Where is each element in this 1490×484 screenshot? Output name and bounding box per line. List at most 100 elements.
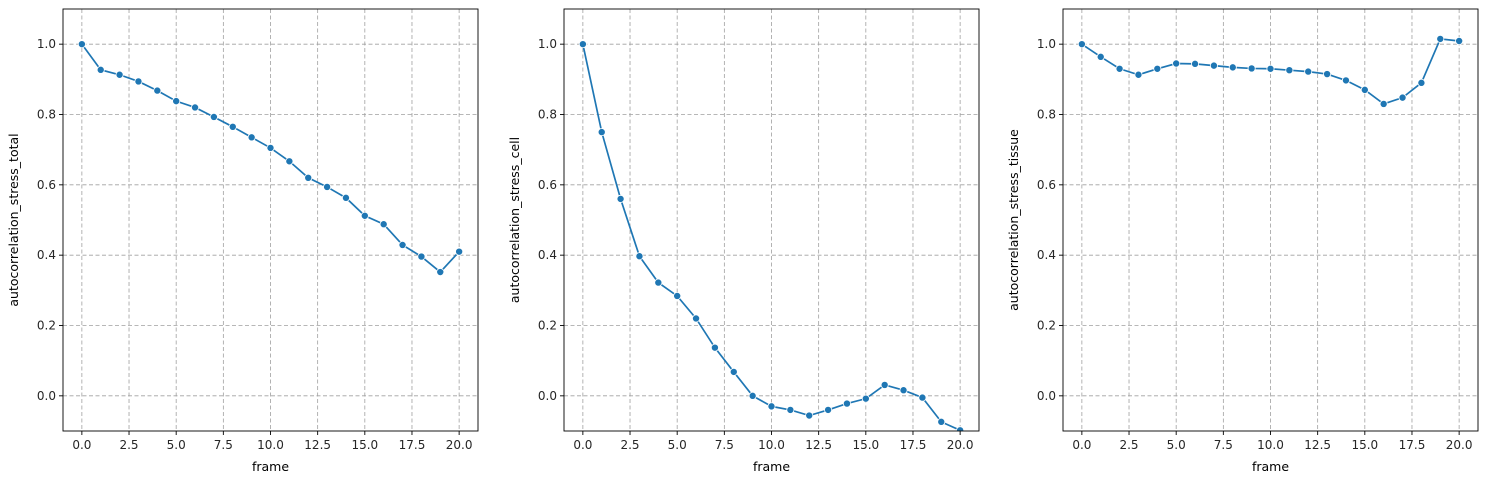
y-tick-label: 0.6 (538, 178, 557, 192)
data-point (1360, 85, 1369, 94)
data-point (134, 77, 143, 86)
x-tick-label: 5.0 (167, 438, 186, 452)
data-point (1153, 64, 1162, 73)
x-tick-label: 15.0 (351, 438, 378, 452)
data-point (1191, 59, 1200, 68)
data-point (247, 133, 256, 142)
data-point (1285, 66, 1294, 75)
data-point (1417, 78, 1426, 87)
x-tick-label: 2.5 (1119, 438, 1138, 452)
y-tick-label: 1.0 (1037, 37, 1056, 51)
data-point (115, 70, 124, 79)
x-tick-label: 7.5 (214, 438, 233, 452)
data-series (1077, 34, 1464, 108)
data-series (77, 40, 464, 277)
y-tick-label: 0.6 (1037, 178, 1056, 192)
y-tick-label: 1.0 (37, 37, 56, 51)
x-tick-label: 5.0 (1167, 438, 1186, 452)
data-point (96, 65, 105, 74)
data-point (729, 367, 738, 376)
subplot-stress-total: 0.0 2.5 5.0 7.5 10.0 12.5 15.0 17.5 20.0 0.0 0.2 0.… (6, 8, 479, 474)
data-point (767, 402, 776, 411)
x-tick-label: 10.0 (1257, 438, 1284, 452)
data-point (1323, 70, 1332, 79)
data-point (1436, 34, 1445, 43)
x-tick-label: 0.0 (573, 438, 592, 452)
y-axis-label: autocorrelation_stress_cell (507, 137, 522, 303)
x-axis-label: frame (252, 459, 289, 474)
data-point (1209, 61, 1218, 70)
x-tick-label: 17.5 (1399, 438, 1426, 452)
data-point (1115, 64, 1124, 73)
x-tick-label: 17.5 (900, 438, 927, 452)
y-tick-label: 0.4 (1037, 248, 1056, 262)
data-point (1247, 64, 1256, 73)
data-point (710, 343, 719, 352)
y-tick-label: 0.2 (37, 319, 56, 333)
x-tick-label: 2.5 (620, 438, 639, 452)
x-tick-label: 12.5 (1304, 438, 1331, 452)
x-tick-label: 20.0 (947, 438, 974, 452)
y-tick-label: 1.0 (538, 37, 557, 51)
y-axis-label: autocorrelation_stress_total (6, 133, 21, 306)
data-point (304, 173, 313, 182)
data-point (417, 252, 426, 261)
data-point (341, 193, 350, 202)
x-tick-label: 2.5 (119, 438, 138, 452)
data-point (436, 268, 445, 277)
x-tick-label: 15.0 (1351, 438, 1378, 452)
x-tick-label: 10.0 (758, 438, 785, 452)
data-point (455, 247, 464, 256)
y-tick-label: 0.2 (1037, 319, 1056, 333)
data-point (153, 86, 162, 95)
x-tick-label: 12.5 (304, 438, 331, 452)
y-tick-label: 0.6 (37, 178, 56, 192)
data-point (1304, 67, 1313, 76)
data-point (1228, 63, 1237, 72)
data-point (191, 103, 200, 112)
data-point (918, 393, 927, 402)
data-point (673, 291, 682, 300)
data-point (1096, 52, 1105, 61)
data-point (228, 122, 237, 131)
data-point (379, 220, 388, 229)
data-point (616, 194, 625, 203)
data-point (937, 417, 946, 426)
data-point (748, 391, 757, 400)
x-axis-label: frame (753, 459, 790, 474)
subplot-stress-cell: 0.0 2.5 5.0 7.5 10.0 12.5 15.0 17.5 20.0 0.0 0.2 0.… (507, 8, 980, 474)
x-axis-label: frame (1252, 459, 1289, 474)
x-tick-label: 0.0 (1072, 438, 1091, 452)
subplot-stress-tissue: 0.0 2.5 5.0 7.5 10.0 12.5 15.0 17.5 20.0 0.0 0.2 0.… (1006, 8, 1479, 474)
y-tick-label: 0.0 (538, 389, 557, 403)
data-point (786, 405, 795, 414)
y-tick-label: 0.8 (538, 108, 557, 122)
data-point (266, 143, 275, 152)
y-axis-label: autocorrelation_stress_tissue (1006, 129, 1021, 311)
data-point (654, 278, 663, 287)
data-point (597, 128, 606, 137)
data-point (842, 399, 851, 408)
data-point (1172, 59, 1181, 68)
x-tick-label: 20.0 (446, 438, 473, 452)
data-point (956, 426, 965, 431)
data-point (692, 314, 701, 323)
x-tick-label: 0.0 (72, 438, 91, 452)
y-tick-label: 0.4 (538, 248, 557, 262)
data-point (398, 240, 407, 249)
y-tick-label: 0.2 (538, 319, 557, 333)
data-point (824, 405, 833, 414)
data-point (635, 252, 644, 261)
data-point (578, 40, 587, 49)
data-series (578, 40, 965, 431)
data-point (360, 211, 369, 220)
data-point (880, 380, 889, 389)
x-tick-label: 7.5 (1214, 438, 1233, 452)
data-point (1341, 76, 1350, 85)
y-tick-label: 0.4 (37, 248, 56, 262)
data-point (1455, 37, 1464, 46)
data-point (1134, 70, 1143, 79)
x-tick-label: 17.5 (399, 438, 426, 452)
y-tick-label: 0.8 (37, 108, 56, 122)
data-point (209, 112, 218, 121)
